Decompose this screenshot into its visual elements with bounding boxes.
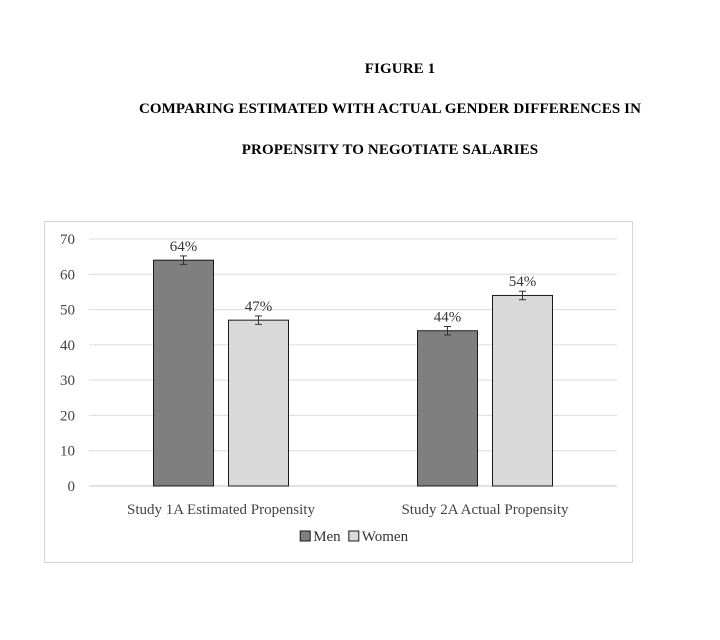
y-tick-label: 0 [68, 479, 76, 495]
category-label: Study 1A Estimated Propensity [127, 502, 315, 518]
error-bar [519, 290, 526, 301]
y-tick-label: 10 [60, 444, 75, 460]
data-label: 54% [509, 274, 537, 290]
y-tick-label: 20 [60, 408, 75, 424]
bar-women [228, 319, 289, 487]
error-bar [444, 326, 451, 336]
category-label: Study 2A Actual Propensity [401, 502, 569, 518]
data-label: 44% [434, 310, 462, 326]
y-tick-label: 60 [60, 267, 75, 283]
figure-title-line-1: COMPARING ESTIMATED WITH ACTUAL GENDER D… [138, 101, 642, 117]
error-bar [255, 315, 262, 325]
y-tick-label: 40 [60, 338, 75, 354]
bar-men [153, 259, 214, 487]
data-label: 64% [170, 239, 198, 255]
legend-label: Men [313, 529, 341, 545]
error-bar [180, 255, 187, 265]
bars: 64% 47% 44% 54% [153, 239, 553, 487]
y-axis: 0 10 20 30 40 50 60 70 [60, 232, 75, 495]
bar-women [492, 294, 553, 487]
y-tick-label: 30 [60, 373, 75, 389]
legend-label: Women [362, 529, 409, 545]
y-tick-label: 50 [60, 303, 75, 319]
bar-chart: 0 10 20 30 40 50 60 70 64% 47% 44% 54% Study 1A Es… [60, 232, 617, 545]
y-tick-label: 70 [60, 232, 75, 248]
legend-swatch [348, 530, 360, 542]
chart-frame: 0 10 20 30 40 50 60 70 64% 47% 44% 54% Study 1A Es… [44, 221, 633, 563]
figure-label: FIGURE 1 [364, 61, 436, 77]
x-axis: Study 1A Estimated Propensity Study 2A Ac… [127, 502, 569, 518]
legend-item-women: Women [348, 529, 409, 545]
data-label: 47% [245, 299, 273, 315]
bar-men [417, 330, 478, 487]
legend-swatch [299, 530, 311, 542]
legend-item-men: Men [299, 529, 341, 545]
figure-title-line-2: PROPENSITY TO NEGOTIATE SALARIES [241, 142, 539, 158]
legend: Men Women [299, 529, 409, 545]
